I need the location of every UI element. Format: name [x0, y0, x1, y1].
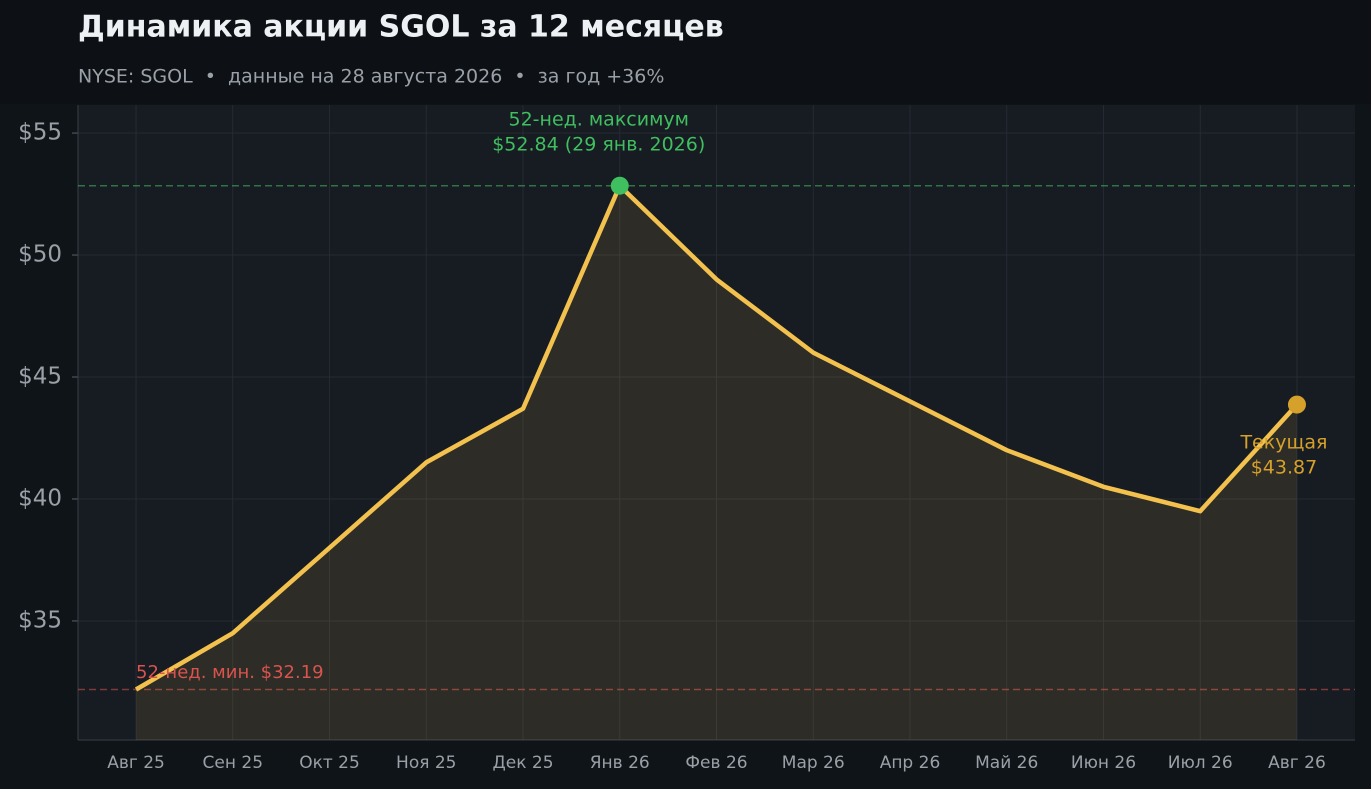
high-label: 52-нед. максимум	[508, 109, 689, 131]
high-marker	[610, 176, 629, 195]
chart-title: Динамика акции SGOL за 12 месяцев	[78, 10, 724, 45]
current-marker	[1287, 395, 1306, 414]
x-tick-label: Окт 25	[299, 753, 360, 773]
current-label: $43.87	[1251, 457, 1317, 479]
x-tick-label: Июл 26	[1168, 753, 1233, 773]
x-tick-label: Фев 26	[685, 753, 747, 773]
x-tick-label: Апр 26	[880, 753, 941, 773]
x-tick-label: Дек 25	[492, 753, 553, 773]
y-tick-label: $40	[18, 485, 62, 511]
x-tick-label: Сен 25	[203, 753, 263, 773]
low-label: 52-нед. мин. $32.19	[136, 662, 324, 683]
y-tick-label: $50	[18, 242, 62, 268]
current-label: Текущая	[1239, 432, 1327, 454]
chart-subtitle: NYSE: SGOL • данные на 28 августа 2026 •…	[78, 66, 664, 88]
x-tick-label: Янв 26	[590, 753, 650, 773]
header	[0, 0, 1371, 104]
y-tick-label: $55	[18, 120, 62, 146]
x-tick-label: Авг 25	[107, 753, 165, 773]
x-tick-label: Авг 26	[1268, 753, 1326, 773]
x-tick-label: Ноя 25	[396, 753, 456, 773]
x-tick-label: Июн 26	[1071, 753, 1136, 773]
x-tick-label: Май 26	[975, 753, 1038, 773]
high-label: $52.84 (29 янв. 2026)	[492, 134, 705, 156]
x-tick-label: Мар 26	[782, 753, 845, 773]
area	[136, 185, 1297, 741]
y-tick-label: $35	[18, 607, 62, 633]
line	[134, 183, 1299, 692]
y-tick-label: $45	[18, 364, 62, 390]
